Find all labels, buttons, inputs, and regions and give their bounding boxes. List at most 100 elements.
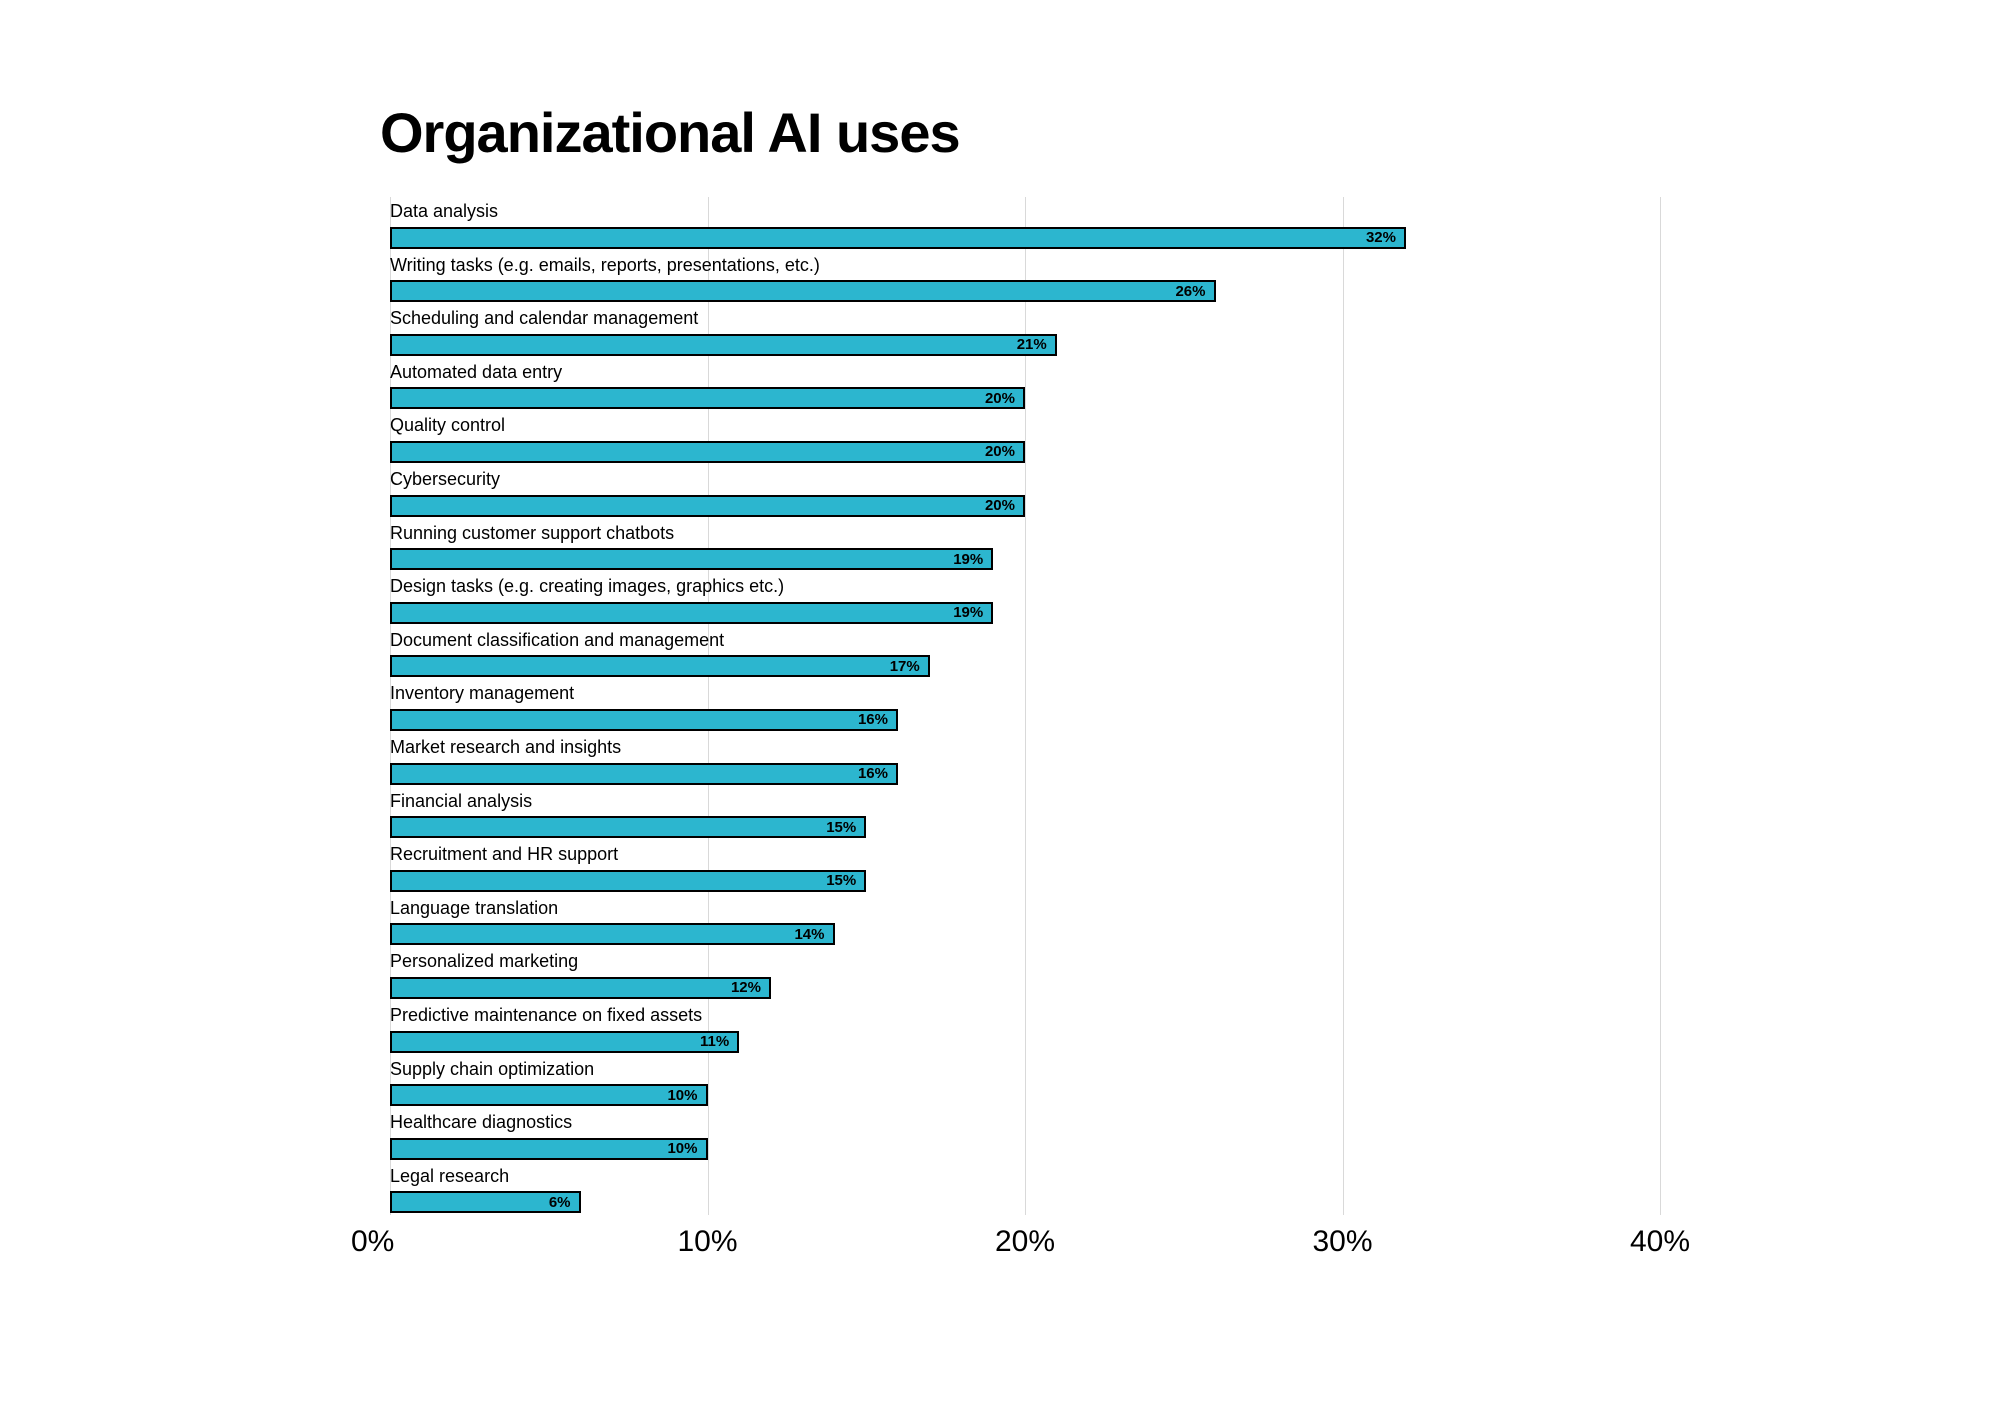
bar-label: Data analysis <box>390 201 1660 223</box>
bar-fill: 10% <box>390 1084 708 1106</box>
bar-value: 26% <box>1175 283 1205 300</box>
bar-value: 32% <box>1366 229 1396 246</box>
bar-row: Data analysis 32% <box>390 197 1660 251</box>
bar-label: Predictive maintenance on fixed assets <box>390 1005 1660 1027</box>
bar-fill: 16% <box>390 763 898 785</box>
bar-row: Design tasks (e.g. creating images, grap… <box>390 572 1660 626</box>
bar-row: Cybersecurity20% <box>390 465 1660 519</box>
chart-title: Organizational AI uses <box>380 100 1680 165</box>
bar-label: Quality control <box>390 415 1660 437</box>
x-axis: 0%10%20%30%40% <box>390 1221 1660 1261</box>
bar-label: Automated data entry <box>390 362 1660 384</box>
bar-track: 17% <box>390 655 1660 677</box>
bar-value: 16% <box>858 765 888 782</box>
bar-value: 10% <box>667 1087 697 1104</box>
bar-row: Predictive maintenance on fixed assets 11… <box>390 1001 1660 1055</box>
bar-track: 16% <box>390 709 1660 731</box>
bar-value: 20% <box>985 497 1015 514</box>
bar-row: Quality control 20% <box>390 411 1660 465</box>
bar-track: 11% <box>390 1031 1660 1053</box>
bar-row: Running customer support chatbots 19% <box>390 519 1660 573</box>
bar-row: Automated data entry 20% <box>390 358 1660 412</box>
bar-fill: 14% <box>390 923 835 945</box>
bar-track: 12% <box>390 977 1660 999</box>
bar-track: 16% <box>390 763 1660 785</box>
bar-fill: 11% <box>390 1031 739 1053</box>
bar-fill: 15% <box>390 816 866 838</box>
bar-row: Financial analysis 15% <box>390 787 1660 841</box>
bar-fill: 16% <box>390 709 898 731</box>
bar-track: 20% <box>390 387 1660 409</box>
bar-value: 12% <box>731 979 761 996</box>
bar-track: 19% <box>390 602 1660 624</box>
bar-fill: 19% <box>390 548 993 570</box>
bar-label: Writing tasks (e.g. emails, reports, pre… <box>390 255 1660 277</box>
bar-track: 20% <box>390 495 1660 517</box>
bar-track: 6% <box>390 1191 1660 1213</box>
gridline <box>1660 197 1661 1215</box>
bar-value: 19% <box>953 604 983 621</box>
bar-label: Market research and insights <box>390 737 1660 759</box>
bar-row: Supply chain optimization 10% <box>390 1055 1660 1109</box>
bar-track: 10% <box>390 1138 1660 1160</box>
bar-track: 19% <box>390 548 1660 570</box>
bar-label: Recruitment and HR support <box>390 844 1660 866</box>
x-axis-tick: 0% <box>351 1225 394 1259</box>
bar-fill: 20% <box>390 387 1025 409</box>
x-axis-tick: 20% <box>995 1225 1055 1259</box>
bar-row: Recruitment and HR support 15% <box>390 840 1660 894</box>
bar-value: 10% <box>667 1140 697 1157</box>
bar-row: Market research and insights 16% <box>390 733 1660 787</box>
bar-value: 15% <box>826 872 856 889</box>
bar-label: Language translation <box>390 898 1660 920</box>
bar-row: Inventory management 16% <box>390 679 1660 733</box>
bar-value: 6% <box>549 1194 571 1211</box>
bar-fill: 17% <box>390 655 930 677</box>
bar-label: Personalized marketing <box>390 951 1660 973</box>
bar-row: Legal research 6% <box>390 1162 1660 1216</box>
bar-label: Supply chain optimization <box>390 1059 1660 1081</box>
bar-label: Inventory management <box>390 683 1660 705</box>
x-axis-tick: 30% <box>1312 1225 1372 1259</box>
bar-row: Language translation 14% <box>390 894 1660 948</box>
bar-fill: 6% <box>390 1191 581 1213</box>
bar-value: 15% <box>826 819 856 836</box>
bar-value: 20% <box>985 390 1015 407</box>
bar-row: Document classification and management 17… <box>390 626 1660 680</box>
bar-fill: 20% <box>390 495 1025 517</box>
bar-value: 17% <box>890 658 920 675</box>
bar-label: Running customer support chatbots <box>390 523 1660 545</box>
bar-chart: Organizational AI uses Data analysis 32% W… <box>380 100 1680 1261</box>
bar-row: Healthcare diagnostics 10% <box>390 1108 1660 1162</box>
bar-track: 14% <box>390 923 1660 945</box>
bar-row: Writing tasks (e.g. emails, reports, pre… <box>390 251 1660 305</box>
bar-label: Healthcare diagnostics <box>390 1112 1660 1134</box>
bar-fill: 19% <box>390 602 993 624</box>
bar-label: Legal research <box>390 1166 1660 1188</box>
bar-fill: 26% <box>390 280 1216 302</box>
bar-track: 32% <box>390 227 1660 249</box>
bar-value: 11% <box>700 1033 729 1050</box>
bar-value: 20% <box>985 443 1015 460</box>
bar-row: Scheduling and calendar management21% <box>390 304 1660 358</box>
bar-track: 20% <box>390 441 1660 463</box>
bar-track: 15% <box>390 816 1660 838</box>
bar-fill: 32% <box>390 227 1406 249</box>
bar-track: 21% <box>390 334 1660 356</box>
bar-fill: 15% <box>390 870 866 892</box>
bar-track: 10% <box>390 1084 1660 1106</box>
bar-track: 15% <box>390 870 1660 892</box>
bar-track: 26% <box>390 280 1660 302</box>
bar-label: Document classification and management <box>390 630 1660 652</box>
bar-label: Design tasks (e.g. creating images, grap… <box>390 576 1660 598</box>
x-axis-tick: 40% <box>1630 1225 1690 1259</box>
bar-fill: 21% <box>390 334 1057 356</box>
bar-value: 21% <box>1017 336 1047 353</box>
bar-value: 14% <box>794 926 824 943</box>
x-axis-tick: 10% <box>677 1225 737 1259</box>
bar-row: Personalized marketing 12% <box>390 947 1660 1001</box>
bar-value: 16% <box>858 711 888 728</box>
plot-area: Data analysis 32% Writing tasks (e.g. emai… <box>390 197 1660 1215</box>
bar-label: Financial analysis <box>390 791 1660 813</box>
bar-fill: 12% <box>390 977 771 999</box>
